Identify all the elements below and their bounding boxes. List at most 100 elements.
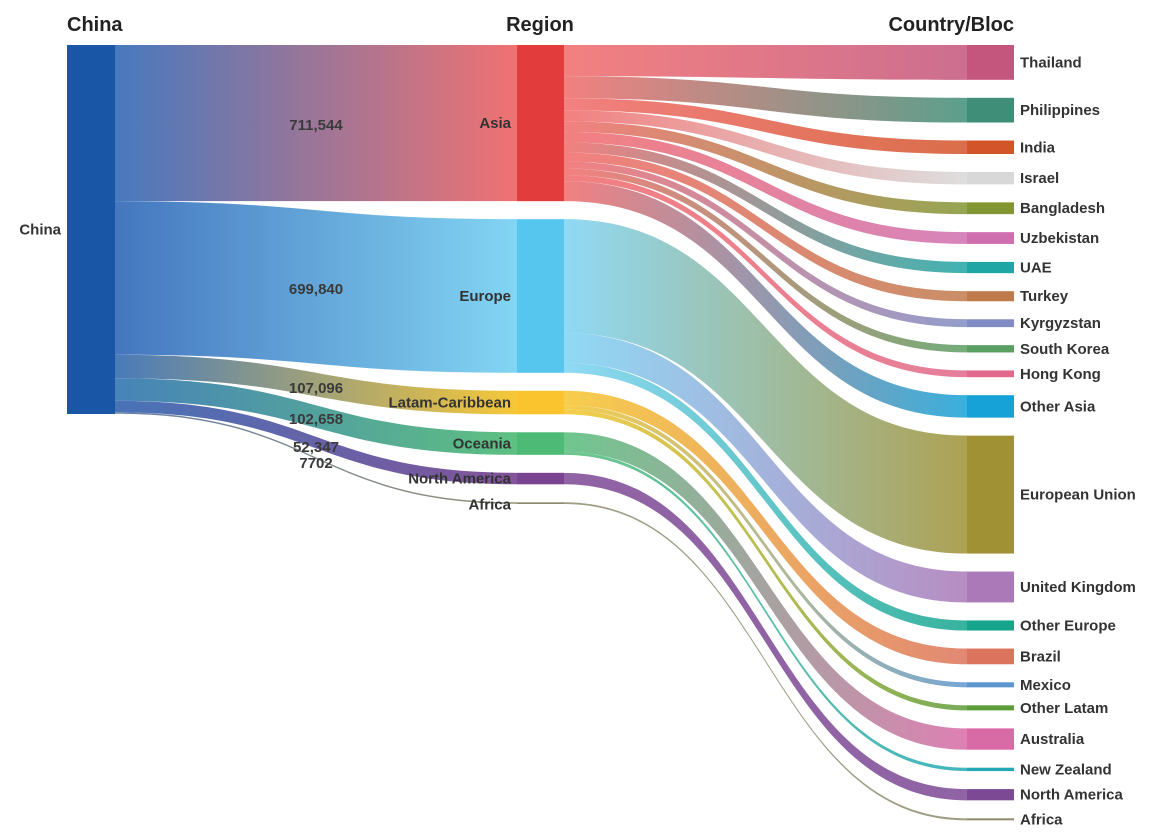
node-country-other-europe: [967, 620, 1014, 631]
label-country-india: India: [1020, 139, 1056, 156]
node-country-united-kingdom: [967, 571, 1014, 603]
link-china-to-africa: [115, 412, 517, 504]
sankey-labels: China Asia 711,544 Europe 699,840 Latam-Carib…: [19, 54, 1136, 828]
node-region-latam-caribbean: [517, 390, 564, 415]
label-country-israel: Israel: [1020, 170, 1059, 187]
link-china-to-asia: [115, 45, 517, 202]
node-country-other-latam: [967, 705, 1014, 711]
label-region-africa: Africa: [468, 496, 511, 513]
node-country-north-america: [967, 789, 1014, 801]
node-country-israel: [967, 171, 1014, 185]
label-country-south-korea: South Korea: [1020, 341, 1110, 358]
node-region-europe: [517, 219, 564, 373]
label-country-kyrgyzstan: Kyrgyzstan: [1020, 315, 1101, 332]
node-region-asia: [517, 45, 564, 202]
link-china-to-europe: [115, 201, 517, 373]
link-asia-to-israel: [564, 110, 967, 185]
link-latam-caribbean-to-brazil: [564, 390, 967, 665]
node-china: [67, 45, 115, 414]
value-label-europe: 699,840: [289, 281, 343, 298]
link-europe-to-european-union: [564, 219, 967, 554]
link-oceania-to-new-zealand: [564, 451, 967, 772]
link-latam-caribbean-to-other-latam: [564, 409, 967, 711]
node-country-thailand: [967, 45, 1014, 80]
sankey-nodes: [67, 45, 1014, 821]
column-header-country-bloc: Country/Bloc: [888, 14, 1014, 36]
link-oceania-to-australia: [564, 432, 967, 750]
link-asia-to-uzbekistan: [564, 131, 967, 244]
label-country-brazil: Brazil: [1020, 648, 1061, 665]
label-node-china: China: [19, 222, 61, 239]
link-europe-to-united-kingdom: [564, 333, 967, 603]
node-country-turkey: [967, 291, 1014, 302]
link-asia-to-kyrgyzstan: [564, 161, 967, 328]
node-country-uae: [967, 261, 1014, 274]
label-region-north-america: North America: [408, 471, 511, 488]
node-country-bangladesh: [967, 202, 1014, 215]
node-country-european-union: [967, 435, 1014, 554]
label-country-philippines: Philippines: [1020, 102, 1100, 119]
label-country-new-zealand: New Zealand: [1020, 761, 1112, 778]
label-country-thailand: Thailand: [1020, 54, 1082, 71]
link-asia-to-thailand: [564, 45, 967, 80]
link-asia-to-bangladesh: [564, 121, 967, 215]
label-country-uae: UAE: [1020, 260, 1052, 277]
node-region-north-america: [517, 472, 564, 485]
node-country-new-zealand: [967, 767, 1014, 772]
region-to-country-links: [564, 45, 967, 821]
node-country-africa: [967, 818, 1014, 821]
column-header-source: China: [67, 14, 123, 36]
label-country-africa: Africa: [1020, 811, 1063, 828]
column-header-region: Region: [506, 14, 574, 36]
link-china-to-north-america: [115, 400, 517, 485]
label-country-uzbekistan: Uzbekistan: [1020, 230, 1099, 247]
label-country-united-kingdom: United Kingdom: [1020, 579, 1136, 596]
link-china-to-latam-caribbean: [115, 354, 517, 415]
node-country-brazil: [967, 648, 1014, 665]
link-asia-to-india: [564, 98, 967, 154]
link-asia-to-philippines: [564, 76, 967, 123]
label-country-australia: Australia: [1020, 731, 1085, 748]
node-country-kyrgyzstan: [967, 319, 1014, 328]
label-country-hong-kong: Hong Kong: [1020, 366, 1101, 383]
link-latam-caribbean-to-mexico: [564, 405, 967, 688]
value-label-oceania: 102,658: [289, 411, 343, 428]
label-country-bangladesh: Bangladesh: [1020, 200, 1105, 217]
link-africa-to-africa: [564, 502, 967, 821]
label-region-asia: Asia: [479, 115, 511, 132]
node-country-mexico: [967, 682, 1014, 688]
value-label-latam-caribbean: 107,096: [289, 380, 343, 397]
link-china-to-oceania: [115, 378, 517, 455]
value-label-asia: 711,544: [289, 117, 343, 134]
label-country-other-asia: Other Asia: [1020, 398, 1096, 415]
node-country-australia: [967, 728, 1014, 750]
label-country-north-america: North America: [1020, 787, 1123, 804]
node-country-philippines: [967, 97, 1014, 123]
node-region-oceania: [517, 432, 564, 455]
node-country-india: [967, 140, 1014, 154]
label-country-mexico: Mexico: [1020, 677, 1071, 694]
link-asia-to-hong-kong: [564, 175, 967, 378]
link-north-america-to-north-america: [564, 472, 967, 801]
node-region-africa: [517, 502, 564, 504]
link-europe-to-other-europe: [564, 363, 967, 631]
source-to-region-links: [115, 45, 517, 504]
link-asia-to-uae: [564, 142, 967, 274]
label-country-other-europe: Other Europe: [1020, 617, 1116, 634]
node-country-uzbekistan: [967, 232, 1014, 244]
label-country-turkey: Turkey: [1020, 288, 1069, 305]
label-region-oceania: Oceania: [453, 436, 512, 453]
label-region-europe: Europe: [459, 288, 511, 305]
node-country-south-korea: [967, 345, 1014, 353]
link-asia-to-south-korea: [564, 168, 967, 353]
node-country-other-asia: [967, 395, 1014, 418]
label-country-other-latam: Other Latam: [1020, 700, 1108, 717]
node-country-hong-kong: [967, 370, 1014, 378]
label-region-latam-caribbean: Latam-Caribbean: [388, 395, 511, 412]
link-asia-to-turkey: [564, 152, 967, 302]
value-label-north-america: 52,347: [293, 439, 339, 456]
link-asia-to-other-asia: [564, 181, 967, 418]
value-label-africa: 7702: [299, 455, 332, 472]
label-country-european-union: European Union: [1020, 487, 1136, 504]
